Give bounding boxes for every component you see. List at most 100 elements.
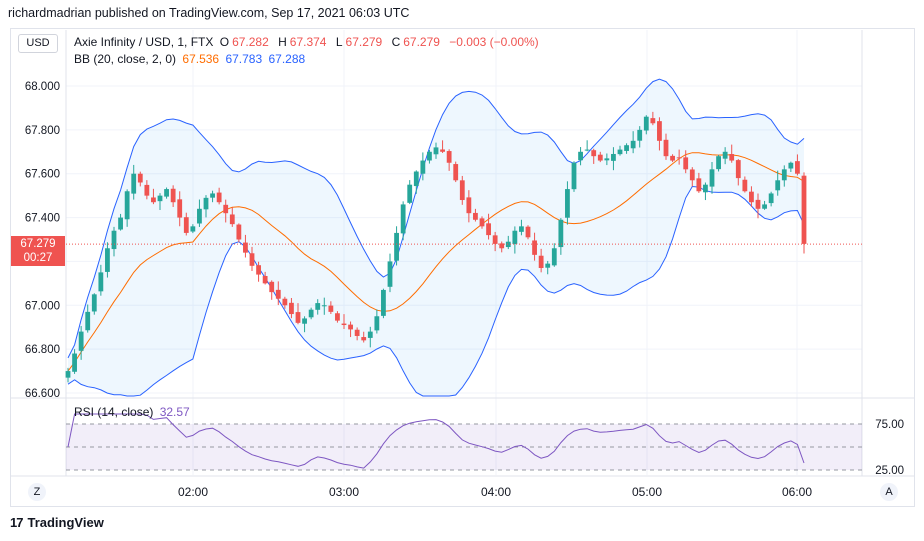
candle-body xyxy=(519,226,524,232)
candle-body xyxy=(657,121,662,141)
candle-body xyxy=(407,184,413,203)
candle-body xyxy=(604,158,610,161)
candle-body xyxy=(223,204,229,214)
candle-body xyxy=(328,305,334,312)
candle-body xyxy=(144,184,150,196)
currency-button[interactable]: USD xyxy=(18,34,58,53)
bb-legend[interactable]: BB (20, close, 2, 0) 67.536 67.783 67.28… xyxy=(74,52,308,66)
candle-body xyxy=(105,248,110,272)
candle-body xyxy=(578,151,583,161)
candle-body xyxy=(762,204,767,209)
candle-body xyxy=(637,129,643,141)
candle-body xyxy=(183,217,189,233)
symbol-name: Axie Infinity / USD, 1, FTX xyxy=(74,35,214,49)
rsi-line xyxy=(67,413,805,469)
time-tick-label: 05:00 xyxy=(632,485,662,499)
rsi-legend[interactable]: RSI (14, close) 32.57 xyxy=(74,405,193,419)
candle-body xyxy=(413,171,419,187)
candle-body xyxy=(611,153,616,161)
candle-body xyxy=(295,312,301,323)
candle-body xyxy=(558,219,564,248)
candle-body xyxy=(427,151,432,161)
rsi-label: RSI (14, close) xyxy=(74,405,154,419)
candle-body xyxy=(341,323,347,326)
brand-name: TradingView xyxy=(27,515,104,530)
candle-body xyxy=(348,324,353,330)
candle-body xyxy=(689,169,695,181)
last-price-tag: 67.279 00:27 xyxy=(11,236,65,266)
candle-body xyxy=(308,309,314,318)
price-tick-label: 67.400 xyxy=(25,213,60,225)
ohlc-high: H 67.374 xyxy=(278,35,327,49)
candle-body xyxy=(538,255,544,269)
bb-upper-value: 67.783 xyxy=(225,52,263,66)
candle-body xyxy=(591,150,597,157)
auto-scale-right-button[interactable]: A xyxy=(880,483,898,501)
candle-body xyxy=(565,189,570,218)
tradingview-brand[interactable]: 17 TradingView xyxy=(10,515,104,530)
candle-body xyxy=(170,188,176,203)
candle-body xyxy=(670,155,675,161)
bb-label: BB (20, close, 2, 0) xyxy=(74,52,177,66)
candle-body xyxy=(124,191,130,220)
rsi-pane: 75.00 25.00 xyxy=(66,413,904,477)
time-tick-label: 04:00 xyxy=(481,485,511,499)
candle-body xyxy=(505,241,511,248)
candle-body xyxy=(453,164,459,181)
candle-body xyxy=(229,214,235,225)
candle-body xyxy=(164,189,169,197)
candle-body xyxy=(78,331,84,351)
price-tick-label: 67.600 xyxy=(25,169,60,181)
candle-body xyxy=(440,149,445,152)
candle-body xyxy=(321,305,327,307)
rsi-tick-label: 25.00 xyxy=(875,465,904,477)
price-tick-label: 67.800 xyxy=(25,125,60,137)
candle-body xyxy=(446,151,452,163)
candle-body xyxy=(525,226,531,238)
candle-body xyxy=(302,318,307,324)
candle-body xyxy=(703,184,708,193)
candle-body xyxy=(197,208,202,224)
publish-header: richardmadrian published on TradingView.… xyxy=(8,6,410,20)
last-price-value: 67.279 xyxy=(20,238,56,250)
candle-body xyxy=(459,180,465,201)
ohlc-close: C 67.279 xyxy=(391,35,440,49)
bollinger-bands xyxy=(67,78,805,397)
auto-scale-left-button[interactable]: Z xyxy=(28,483,46,501)
candle-body xyxy=(216,192,222,203)
rsi-tick-label: 75.00 xyxy=(875,419,904,431)
candle-body xyxy=(236,224,242,240)
candle-body xyxy=(381,289,386,316)
candle-body xyxy=(111,230,117,250)
candle-body xyxy=(709,169,715,187)
candle-body xyxy=(374,316,380,331)
chart-frame xyxy=(10,28,915,507)
candle-body xyxy=(210,193,215,198)
candle-body xyxy=(795,161,800,174)
candle-body xyxy=(755,199,761,209)
candle-body xyxy=(400,204,406,234)
candle-body xyxy=(545,263,551,268)
candle-body xyxy=(394,232,399,261)
candle-body xyxy=(85,311,91,331)
candle-body xyxy=(177,199,183,218)
ohlc-low: L 67.279 xyxy=(335,35,383,49)
candle-body xyxy=(282,298,288,306)
candle-body xyxy=(742,179,748,192)
time-tick-label: 06:00 xyxy=(782,485,812,499)
candle-body xyxy=(486,223,491,236)
candle-body xyxy=(367,331,373,338)
candle-body xyxy=(433,147,439,155)
price-tick-label: 66.600 xyxy=(25,388,60,400)
time-tick-label: 03:00 xyxy=(329,485,359,499)
candle-body xyxy=(584,149,590,151)
candle-body xyxy=(597,154,603,161)
bb-fill xyxy=(68,79,804,396)
candle-body xyxy=(722,151,728,159)
candle-body xyxy=(768,193,774,204)
candle-body xyxy=(269,281,275,293)
candle-body xyxy=(65,371,71,378)
symbol-legend[interactable]: Axie Infinity / USD, 1, FTX O 67.282 H 67.… xyxy=(74,35,542,49)
candle-body xyxy=(289,302,294,315)
